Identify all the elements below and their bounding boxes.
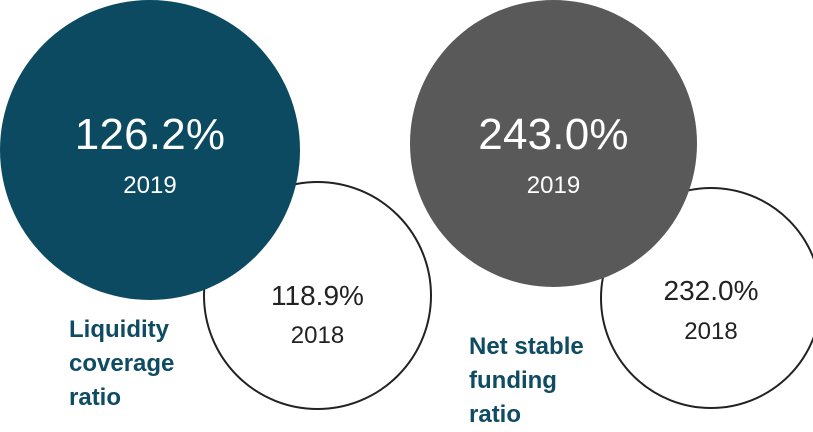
current-year-bubble-2 [410,0,697,287]
current-year-bubble-1 [0,0,300,300]
current-year-label-2: 2019 [526,172,581,199]
previous-value-label-1: 118.9% [271,280,364,311]
metric-label-2: Net stable funding ratio [469,333,584,428]
current-value-label-1: 126.2% [74,110,226,159]
previous-year-label-1: 2018 [290,322,345,349]
current-value-label-2: 243.0% [478,110,629,159]
metric-label-1: Liquidity coverage ratio [69,316,175,411]
previous-year-label-2: 2018 [684,318,738,345]
previous-value-label-2: 232.0% [663,275,759,306]
current-year-label-1: 2019 [123,172,177,199]
previous-year-bubble-2 [600,187,813,409]
